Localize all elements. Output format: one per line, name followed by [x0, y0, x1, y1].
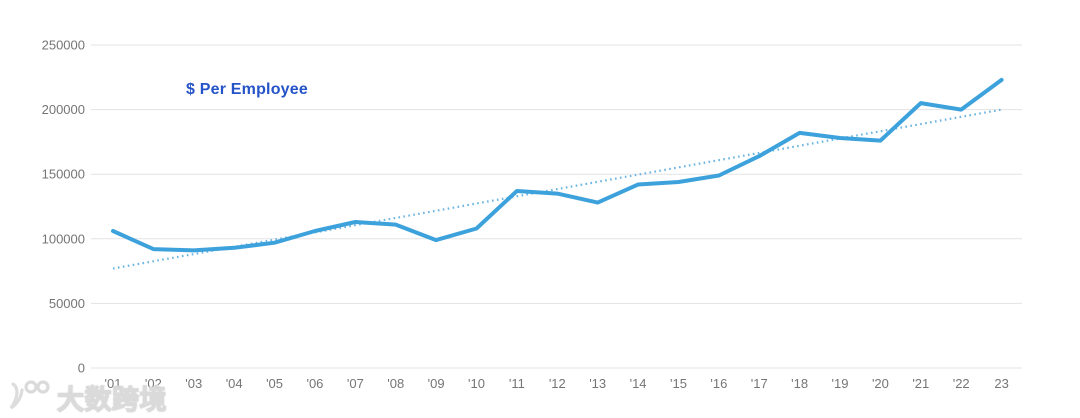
chart-title: $ Per Employee: [186, 81, 308, 98]
x-tick-label: '17: [751, 376, 768, 391]
x-tick-label: '05: [266, 376, 283, 391]
x-tick-label: '14: [630, 376, 647, 391]
x-tick-label: '07: [347, 376, 364, 391]
x-tick-label: '06: [306, 376, 323, 391]
x-tick-label: '08: [387, 376, 404, 391]
x-tick-label: '22: [953, 376, 970, 391]
x-tick-label: '20: [872, 376, 889, 391]
x-tick-label: 23: [994, 376, 1008, 391]
x-tick-label: '02: [145, 376, 162, 391]
x-tick-label: '10: [468, 376, 485, 391]
series-line: [111, 77, 1004, 253]
trend-line: [112, 108, 1002, 270]
x-tick-label: '11: [509, 376, 525, 391]
y-tick-label: 50000: [49, 296, 85, 311]
x-tick-label: '04: [226, 376, 243, 391]
y-tick-label: 200000: [42, 102, 85, 117]
x-tick-label: '09: [428, 376, 445, 391]
x-tick-label: '18: [791, 376, 808, 391]
x-tick-label: '19: [832, 376, 849, 391]
x-tick-label: '03: [185, 376, 202, 391]
y-tick-label: 100000: [42, 231, 85, 246]
y-tick-label: 150000: [42, 167, 85, 182]
x-tick-label: '15: [670, 376, 687, 391]
y-tick-label: 0: [78, 361, 85, 376]
x-tick-label: '21: [912, 376, 929, 391]
x-tick-label: '13: [589, 376, 606, 391]
x-tick-label: '16: [710, 376, 727, 391]
x-tick-label: '01: [105, 376, 122, 391]
x-tick-label: '12: [549, 376, 566, 391]
y-tick-label: 250000: [42, 38, 85, 53]
